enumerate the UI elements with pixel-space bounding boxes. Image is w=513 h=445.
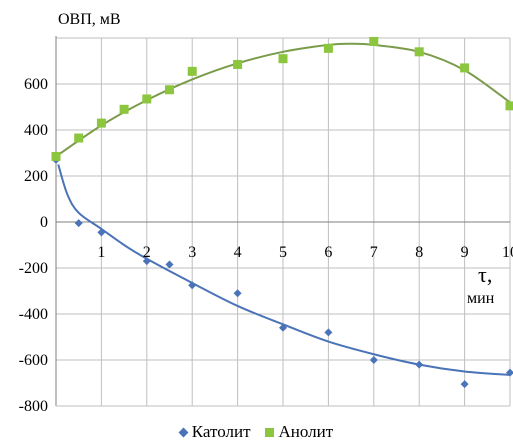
y-tick-label: 0 bbox=[40, 214, 48, 231]
data-point-catholyte bbox=[324, 328, 333, 337]
trendline-series-0 bbox=[57, 164, 511, 376]
data-point-anolyte bbox=[505, 101, 513, 111]
data-point-anolyte bbox=[142, 94, 152, 104]
markers bbox=[51, 36, 513, 389]
legend-label-catholyte: Католит bbox=[191, 422, 251, 441]
chart: -800 -600 -400 -200 0 200 400 600 1 2 3 4 5 6 7 8 9 10 О… bbox=[19, 11, 513, 415]
data-point-anolyte bbox=[369, 36, 379, 46]
data-point-anolyte bbox=[74, 133, 84, 143]
data-point-catholyte bbox=[460, 380, 469, 389]
x-tick-label: 2 bbox=[143, 244, 151, 261]
x-tick-label: 4 bbox=[234, 244, 242, 261]
y-axis-title: ОВП, мВ bbox=[58, 11, 121, 28]
data-point-catholyte bbox=[74, 219, 83, 228]
data-point-anolyte bbox=[165, 85, 174, 95]
axes bbox=[55, 36, 510, 407]
x-tick-label: 5 bbox=[279, 244, 287, 261]
y-tick-label: -400 bbox=[19, 306, 48, 323]
y-tick-label: -200 bbox=[19, 260, 48, 277]
x-tick-label: 1 bbox=[97, 244, 105, 261]
data-point-anolyte bbox=[96, 118, 106, 128]
x-tick-label: 8 bbox=[415, 244, 423, 261]
x-tick-label: 6 bbox=[324, 244, 332, 261]
data-point-catholyte bbox=[165, 260, 174, 269]
data-point-anolyte bbox=[119, 104, 129, 114]
y-tick-label: 600 bbox=[24, 76, 48, 93]
data-point-catholyte bbox=[188, 281, 197, 290]
x-tick-label: 10 bbox=[502, 244, 513, 261]
legend-label-anolyte: Анолит bbox=[278, 422, 334, 441]
x-tick-label: 9 bbox=[461, 244, 469, 261]
y-tick-label: -800 bbox=[19, 398, 48, 415]
data-point-anolyte bbox=[187, 66, 197, 76]
x-axis-symbol: τ, bbox=[478, 262, 492, 287]
data-point-anolyte bbox=[51, 151, 61, 161]
data-point-catholyte bbox=[415, 360, 424, 369]
x-tick-label: 3 bbox=[188, 244, 196, 261]
data-point-catholyte bbox=[97, 228, 106, 237]
y-tick-label: -600 bbox=[19, 352, 48, 369]
legend-item-anolyte: Анолит bbox=[264, 422, 334, 442]
data-point-anolyte bbox=[233, 59, 243, 69]
legend-item-catholyte: Католит bbox=[178, 422, 251, 442]
data-point-catholyte bbox=[142, 257, 151, 266]
data-point-catholyte bbox=[233, 289, 242, 298]
diamond-marker-icon bbox=[178, 427, 189, 437]
x-axis-unit: мин bbox=[467, 290, 495, 307]
data-point-catholyte bbox=[369, 356, 378, 364]
data-point-anolyte bbox=[414, 47, 424, 57]
y-tick-label: 200 bbox=[24, 168, 48, 185]
data-point-catholyte bbox=[506, 368, 513, 377]
data-point-anolyte bbox=[460, 63, 470, 73]
data-point-catholyte bbox=[279, 323, 287, 332]
data-point-anolyte bbox=[323, 43, 333, 53]
y-tick-label: 400 bbox=[24, 122, 48, 139]
x-tick-label: 7 bbox=[370, 244, 378, 261]
square-marker-icon bbox=[264, 427, 274, 437]
x-tick-labels: 1 2 3 4 5 6 7 8 9 10 bbox=[97, 244, 513, 261]
data-point-anolyte bbox=[278, 54, 288, 64]
legend: Католит Анолит bbox=[0, 420, 513, 444]
y-tick-labels: -800 -600 -400 -200 0 200 400 600 bbox=[19, 76, 48, 415]
